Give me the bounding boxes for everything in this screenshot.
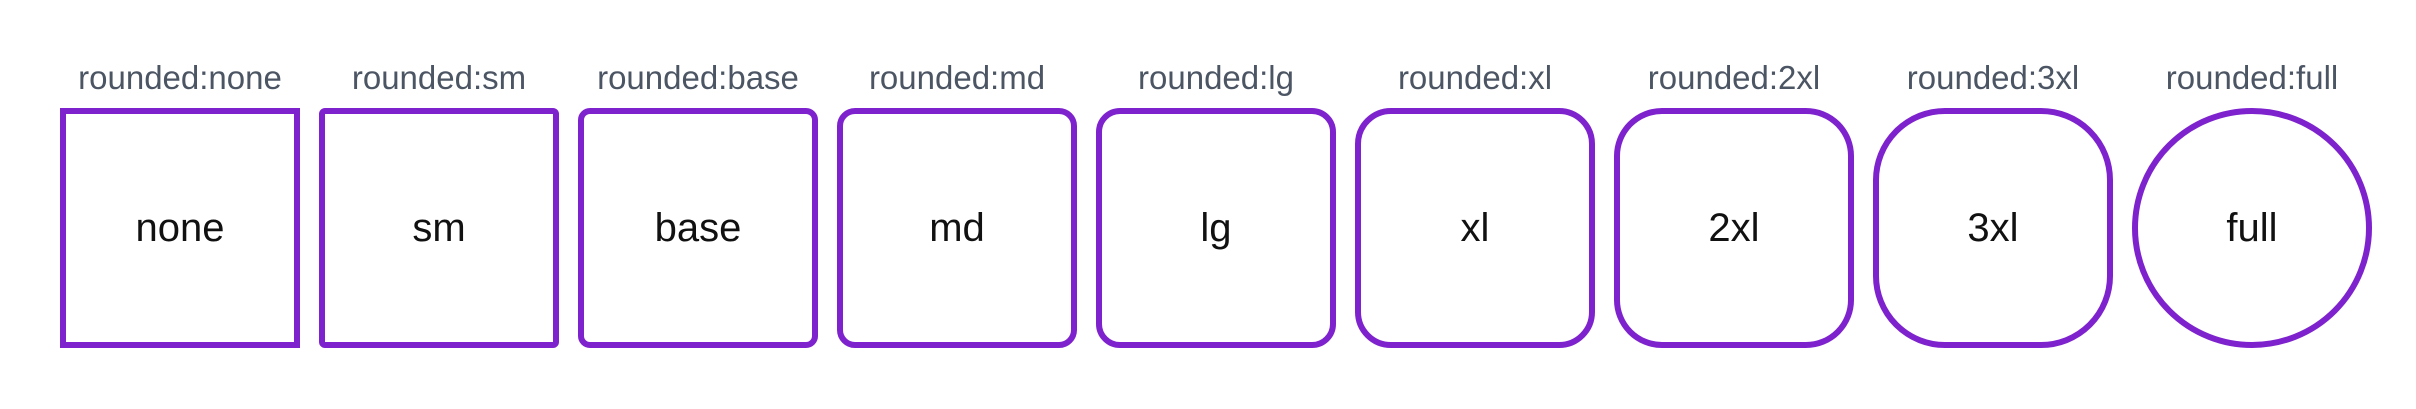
rounded-box-label: 2xl — [1708, 205, 1760, 250]
rounded-caption: rounded:full — [2165, 59, 2339, 96]
rounded-box: sm — [319, 108, 559, 348]
rounded-box: 2xl — [1614, 108, 1854, 348]
rounded-caption: rounded:xl — [1397, 59, 1553, 96]
rounded-box-label: xl — [1460, 205, 1490, 250]
rounded-item-xl: rounded:xl xl — [1355, 54, 1595, 348]
rounded-item-md: rounded:md md — [837, 54, 1077, 348]
rounded-box-label: lg — [1200, 205, 1232, 250]
rounded-caption: rounded:sm — [351, 59, 527, 96]
rounded-box: md — [837, 108, 1077, 348]
rounded-box: xl — [1355, 108, 1595, 348]
rounded-caption: rounded:3xl — [1906, 59, 2080, 96]
rounded-caption: rounded:lg — [1138, 59, 1294, 96]
rounded-item-2xl: rounded:2xl 2xl — [1614, 54, 1854, 348]
rounded-box: 3xl — [1873, 108, 2113, 348]
rounded-caption: rounded:md — [868, 59, 1046, 96]
rounded-box-label: sm — [412, 205, 466, 250]
rounded-item-lg: rounded:lg lg — [1096, 54, 1336, 348]
rounded-box-label: none — [135, 205, 225, 250]
rounded-demo-row: rounded:none none rounded:sm sm rounded:… — [60, 54, 2372, 348]
rounded-caption: rounded:none — [78, 59, 282, 96]
rounded-item-none: rounded:none none — [60, 54, 300, 348]
rounded-box: full — [2132, 108, 2372, 348]
rounded-box-label: 3xl — [1967, 205, 2019, 250]
rounded-box-label: md — [929, 205, 985, 250]
rounded-caption: rounded:2xl — [1647, 59, 1821, 96]
rounded-box: lg — [1096, 108, 1336, 348]
rounded-item-full: rounded:full full — [2132, 54, 2372, 348]
rounded-box: none — [60, 108, 300, 348]
rounded-box-label: base — [654, 205, 742, 250]
rounded-item-sm: rounded:sm sm — [319, 54, 559, 348]
rounded-caption: rounded:base — [597, 59, 799, 96]
rounded-item-base: rounded:base base — [578, 54, 818, 348]
rounded-box-label: full — [2226, 205, 2278, 250]
rounded-item-3xl: rounded:3xl 3xl — [1873, 54, 2113, 348]
rounded-box: base — [578, 108, 818, 348]
